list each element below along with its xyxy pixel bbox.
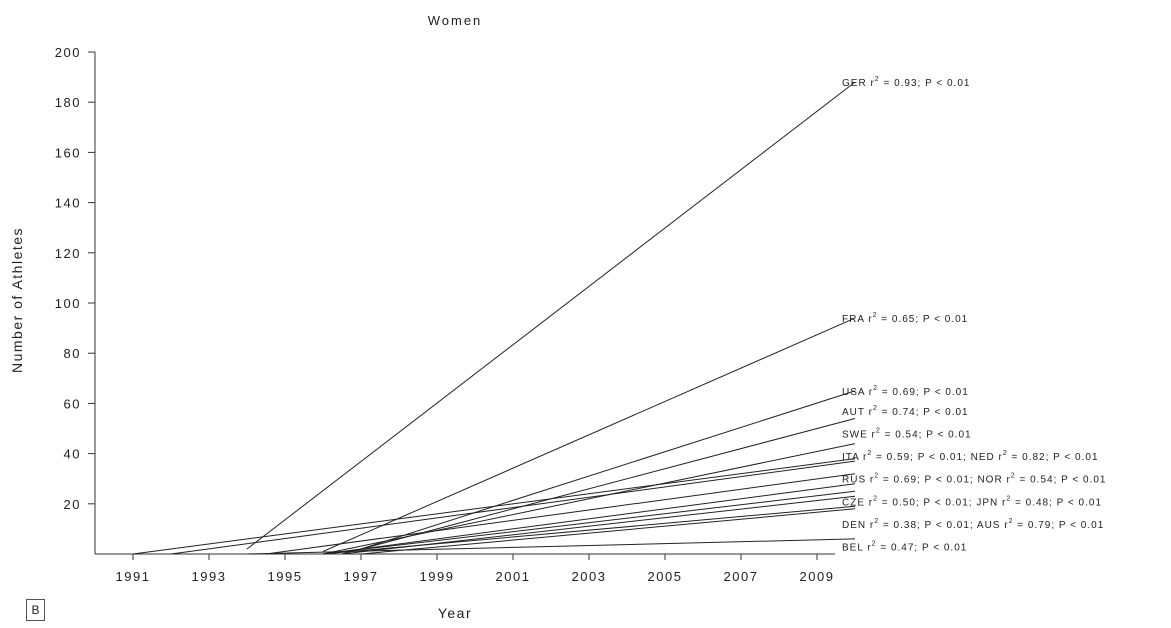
series-line-ned [170,460,856,555]
panel-label: B [26,599,45,621]
y-tick-label: 20 [64,497,81,512]
series-line-swe [322,443,856,555]
series-line-nor [322,483,856,555]
series-annotation: DEN r2 = 0.38; P < 0.01; AUS r2 = 0.79; … [842,518,1104,531]
chart-title: Women [428,13,483,28]
series-line-den [322,505,856,555]
x-tick-label: 1991 [116,569,151,584]
x-axis-label: Year [438,605,472,621]
x-tick-label: 2005 [648,569,683,584]
y-tick-label: 140 [55,196,81,211]
series-annotation: SWE r2 = 0.54; P < 0.01 [842,428,972,441]
series-annotation: ITA r2 = 0.59; P < 0.01; NED r2 = 0.82; … [842,450,1099,463]
x-tick-label: 1997 [344,569,379,584]
series-annotation: BEL r2 = 0.47; P < 0.01 [842,540,967,553]
y-tick-label: 120 [55,246,81,261]
y-tick-label: 180 [55,95,81,110]
y-tick-label: 80 [64,346,81,361]
y-tick-label: 60 [64,396,81,411]
x-tick-label: 2003 [572,569,607,584]
x-tick-label: 2007 [724,569,759,584]
x-tick-label: 1993 [192,569,227,584]
series-line-cze [322,490,856,555]
series-line-usa [360,390,856,550]
x-tick-label: 1999 [420,569,455,584]
series-annotation: GER r2 = 0.93; P < 0.01 [842,76,970,89]
axes: 20 40 60 80 100 120 140 160 180 200 1991 1993 1995 19… [55,45,835,584]
x-tick-label: 2009 [800,569,835,584]
x-tick-label: 2001 [496,569,531,584]
y-tick-label: 160 [55,145,81,160]
annotations: GER r2 = 0.93; P < 0.01 FRA r2 = 0.65; P … [842,76,1106,553]
y-tick-label: 200 [55,45,81,60]
y-axis-label: Number of Athletes [9,227,25,373]
series-annotation: FRA r2 = 0.65; P < 0.01 [842,312,968,325]
y-tick-label: 100 [55,296,81,311]
series-line-ita [132,458,856,555]
series-line-bel [246,538,856,555]
series-line-aus [360,508,856,555]
series-line-fra [322,317,856,552]
series-annotation: USA r2 = 0.69; P < 0.01 [842,385,969,398]
series-annotation: AUT r2 = 0.74; P < 0.01 [842,405,969,418]
series-line-rus [265,473,856,555]
series-annotation: RUS r2 = 0.69; P < 0.01; NOR r2 = 0.54; … [842,473,1106,486]
y-tick-label: 40 [64,447,81,462]
series-line-ger [246,81,856,550]
series-line-aut [341,418,856,555]
series-lines [132,81,856,555]
series-annotation: CZE r2 = 0.50; P < 0.01; JPN r2 = 0.48; … [842,495,1102,508]
x-tick-label: 1995 [268,569,303,584]
